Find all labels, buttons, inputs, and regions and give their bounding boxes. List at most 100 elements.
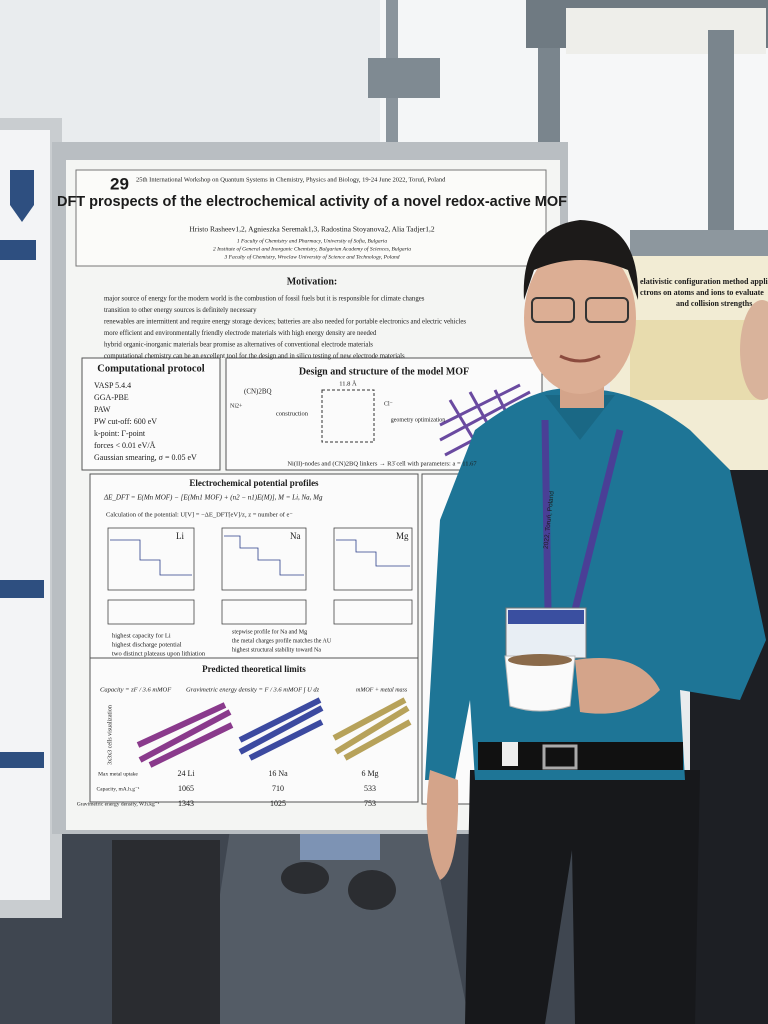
face <box>524 242 636 394</box>
limits-heading: Predicted theoretical limits <box>202 664 306 674</box>
table-cell: 24 Li <box>177 769 195 778</box>
protocol-item: forces < 0.01 eV/Å <box>94 441 156 450</box>
profile-bullet: highest discharge potential <box>112 641 182 648</box>
trousers <box>465 770 700 1024</box>
profile-line <box>336 539 410 567</box>
profile-chart <box>107 527 195 591</box>
counterion-label: Cl⁻ <box>384 401 393 407</box>
motivation-bullet: computational chemistry can be an excell… <box>104 353 405 360</box>
logo <box>10 170 34 222</box>
poster-header <box>75 169 547 267</box>
mof-cells <box>238 697 324 761</box>
side-poster-text: and collision strengths <box>676 299 752 308</box>
panel-label: Li <box>176 531 184 541</box>
motivation-heading: Motivation: <box>287 276 338 287</box>
profiles-box <box>89 473 419 665</box>
poster-number: 29 <box>110 174 129 193</box>
glasses <box>531 297 575 323</box>
lanyard <box>541 419 624 611</box>
cell-label: 11.8 Å <box>339 379 357 387</box>
motivation-bullet: hybrid organic-inorganic materials bear … <box>104 342 373 349</box>
protocol-item: PW cut-off: 600 eV <box>94 417 157 426</box>
profile-chart <box>221 527 307 591</box>
side-poster-text: elativistic configuration method applie <box>640 277 768 286</box>
hand <box>575 658 660 714</box>
hair <box>523 220 639 300</box>
event: 25th International Workshop on Quantum S… <box>136 176 446 183</box>
affiliation: 3 Faculty of Chemistry, Wroclaw Universi… <box>224 253 400 260</box>
potential: Calculation of the potential: U[V] = −ΔE… <box>106 511 293 518</box>
table-cell: 1343 <box>178 799 194 808</box>
profile-chart <box>333 527 413 591</box>
mass-label: mMOF + metal mass <box>356 687 408 693</box>
profiles-heading: Electrochemical potential profiles <box>189 478 319 488</box>
tea-tag <box>502 742 518 766</box>
protocol-item: k-point: Γ-point <box>94 429 146 438</box>
protocol-box <box>81 357 221 471</box>
profile-line <box>110 539 192 576</box>
person-behind <box>112 840 220 1024</box>
design-heading: Design and structure of the model MOF <box>299 366 469 377</box>
badge-band <box>508 610 584 624</box>
row-label: Max metal uptake <box>98 771 138 777</box>
profile-bullet: two distinct plateaus upon lithiation <box>112 650 206 657</box>
mug <box>504 655 576 712</box>
row-label: Capacity, mA.h.g⁻¹ <box>97 786 140 792</box>
person <box>425 220 766 1024</box>
profile-line <box>224 535 304 576</box>
mof-cells <box>136 702 234 768</box>
side-poster-band <box>0 752 44 768</box>
protocol-item: GGA-PBE <box>94 393 129 402</box>
energy-formula: Gravimetric energy density = F / 3.6 mMO… <box>186 686 320 693</box>
protocol-item: PAW <box>94 405 111 414</box>
side-poster-block <box>630 320 760 400</box>
ceiling-light <box>566 8 766 54</box>
charge-chart <box>107 599 195 625</box>
table-cell: 533 <box>364 784 376 793</box>
buckle <box>542 744 578 770</box>
motivation-bullet: renewables are intermittent and require … <box>104 319 466 326</box>
charge-chart <box>221 599 307 625</box>
protocol-heading: Computational protocol <box>97 363 205 374</box>
table-cell: 753 <box>364 799 376 808</box>
coffee <box>508 654 572 666</box>
affiliation: 1 Faculty of Chemistry and Pharmacy, Uni… <box>237 237 387 244</box>
visual-label: 3x3x3 cells visualization <box>107 705 113 765</box>
motivation-bullet: major source of energy for the modern wo… <box>104 296 425 303</box>
mof-structure <box>136 383 531 768</box>
formula: ΔE_DFT = E(Mn MOF) − [E(Mn1 MOF) + (n2 −… <box>103 494 323 502</box>
floor-reflection <box>200 830 470 1024</box>
protocol-item: VASP 5.4.4 <box>94 381 131 390</box>
design-caption: Ni(II)-nodes and (CN)2BQ linkers → R3̄ c… <box>287 460 477 467</box>
capacity-formula: Capacity = zF / 3.6 mMOF <box>100 686 172 693</box>
side-poster-band <box>0 580 44 598</box>
profile-bullet: stepwise profile for Na and Mg <box>232 628 307 635</box>
node-label: Ni2+ <box>230 403 243 409</box>
smile <box>559 354 601 363</box>
window-frame <box>630 230 768 258</box>
motivation-bullet: more efficient and environmentally frien… <box>104 330 377 337</box>
charge-chart <box>333 599 413 625</box>
authors: Hristo Rasheev1,2, Agnieszka Seremak1,3,… <box>189 225 435 234</box>
table-cell: 6 Mg <box>361 769 378 778</box>
shoe <box>281 862 329 894</box>
profile-bullet: highest structural stability toward Na <box>232 647 321 653</box>
profile-bullet: the metal charges profile matches the AU <box>232 637 332 644</box>
shoe <box>348 870 396 910</box>
row-label: Gravimetric energy density, W.h.kg⁻¹ <box>77 801 160 807</box>
window-frame <box>368 58 440 98</box>
side-poster-text: ctrons on atoms and ions to evaluate <box>640 288 764 297</box>
mof-cells <box>332 697 412 761</box>
affiliation: 2 Institute of General and Inorganic Che… <box>213 245 411 252</box>
panel-label: Na <box>290 531 301 541</box>
protocol-item: Gaussian smearing, σ = 0.05 eV <box>94 453 197 462</box>
table-cell: 710 <box>272 784 284 793</box>
window-frame <box>708 30 734 260</box>
unit-cell <box>321 389 375 443</box>
step-label: geometry optimization <box>391 417 446 423</box>
side-poster-band <box>0 240 36 260</box>
table-cell: 16 Na <box>268 769 288 778</box>
table-cell: 1025 <box>270 799 286 808</box>
profile-bullet: highest capacity for Li <box>112 632 171 639</box>
